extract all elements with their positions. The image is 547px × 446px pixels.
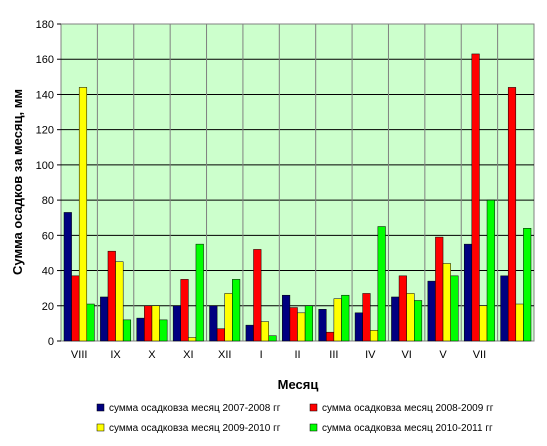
bar bbox=[115, 261, 124, 342]
bar bbox=[86, 303, 95, 342]
bar bbox=[486, 199, 495, 342]
x-tick-label: X bbox=[148, 349, 156, 361]
plot-area bbox=[60, 23, 535, 342]
gridlines bbox=[61, 58, 534, 307]
bar bbox=[414, 300, 423, 342]
bar bbox=[515, 303, 524, 342]
bar bbox=[500, 275, 509, 342]
legend-swatch bbox=[96, 403, 105, 412]
bar bbox=[71, 275, 80, 342]
bar bbox=[479, 305, 488, 342]
x-tick-label: VII bbox=[473, 349, 486, 361]
legend-label: сумма осадковза месяц 2010-2011 гг bbox=[322, 423, 493, 434]
x-tick-label: VIII bbox=[71, 349, 88, 361]
x-tick-label: VI bbox=[401, 349, 411, 361]
x-tick-label: IV bbox=[365, 349, 376, 361]
bar bbox=[463, 243, 473, 342]
y-tick-label: 140 bbox=[36, 89, 54, 101]
legend-swatch bbox=[309, 423, 318, 432]
bar bbox=[333, 298, 342, 342]
y-tick-label: 0 bbox=[48, 336, 54, 348]
bar bbox=[216, 328, 225, 342]
bar bbox=[232, 279, 241, 342]
bar bbox=[326, 331, 335, 342]
bar bbox=[427, 280, 436, 342]
bar bbox=[507, 87, 517, 342]
bar bbox=[100, 296, 109, 342]
legend: сумма осадковза месяц 2007-2008 гг сумма … bbox=[96, 403, 494, 434]
bar bbox=[304, 305, 313, 342]
x-tick-label: XII bbox=[218, 349, 231, 361]
y-tick-label: 40 bbox=[42, 266, 54, 278]
bar bbox=[122, 319, 132, 342]
bar bbox=[172, 305, 181, 342]
bar bbox=[523, 228, 532, 342]
bar bbox=[63, 212, 72, 342]
legend-label: сумма осадковза месяц 2007-2008 гг bbox=[109, 403, 281, 414]
x-axis-title: Месяц bbox=[278, 377, 319, 392]
bar bbox=[188, 337, 197, 342]
bar bbox=[362, 293, 371, 342]
bar bbox=[318, 309, 327, 342]
y-axis-ticks: 0 20 40 60 80 100 120 140 160 180 bbox=[36, 19, 61, 348]
bar bbox=[78, 87, 88, 342]
x-tick-label: III bbox=[329, 349, 338, 361]
x-tick-label: XI bbox=[183, 349, 193, 361]
x-tick-label: IX bbox=[110, 349, 121, 361]
bar bbox=[289, 307, 298, 342]
bar bbox=[136, 317, 145, 342]
y-tick-label: 80 bbox=[42, 195, 54, 207]
bar bbox=[253, 249, 262, 342]
bar bbox=[209, 305, 218, 342]
y-axis-title: Сумма осадков за месяц, мм bbox=[10, 89, 25, 275]
bar bbox=[224, 293, 233, 342]
bar bbox=[341, 294, 350, 342]
x-tick-label: II bbox=[294, 349, 300, 361]
bar bbox=[151, 305, 160, 342]
bar bbox=[245, 324, 254, 342]
bar bbox=[297, 312, 306, 342]
bar bbox=[377, 226, 386, 342]
legend-label: сумма осадковза месяц 2008-2009 гг bbox=[322, 403, 494, 414]
bar bbox=[268, 335, 277, 342]
legend-label: сумма осадковза месяц 2009-2010 гг bbox=[109, 423, 281, 434]
y-tick-label: 100 bbox=[36, 160, 54, 172]
bar bbox=[450, 275, 459, 342]
bar bbox=[406, 293, 415, 342]
bar bbox=[391, 296, 400, 342]
bar bbox=[354, 312, 363, 342]
y-tick-label: 120 bbox=[36, 125, 54, 137]
bar bbox=[282, 294, 291, 342]
x-tick-label: I bbox=[260, 349, 263, 361]
category-separators bbox=[96, 24, 499, 341]
bar bbox=[442, 263, 451, 342]
y-tick-label: 180 bbox=[36, 19, 54, 31]
x-axis-ticks: VIII IX X XI XII I II III IV VI V VII bbox=[71, 349, 486, 361]
bar bbox=[260, 321, 269, 342]
legend-swatch bbox=[309, 403, 318, 412]
bar bbox=[471, 53, 480, 342]
bar bbox=[435, 236, 444, 342]
y-tick-label: 20 bbox=[42, 301, 54, 313]
bar bbox=[180, 279, 189, 342]
y-tick-label: 60 bbox=[42, 230, 54, 242]
y-tick-label: 160 bbox=[36, 54, 54, 66]
bar bbox=[144, 305, 153, 342]
bar bbox=[195, 243, 204, 342]
bar bbox=[107, 250, 116, 342]
bar bbox=[398, 275, 407, 342]
bar bbox=[159, 319, 168, 342]
bars bbox=[63, 53, 532, 342]
legend-swatch bbox=[96, 423, 105, 432]
bar bbox=[370, 330, 379, 342]
x-tick-label: V bbox=[439, 349, 447, 361]
